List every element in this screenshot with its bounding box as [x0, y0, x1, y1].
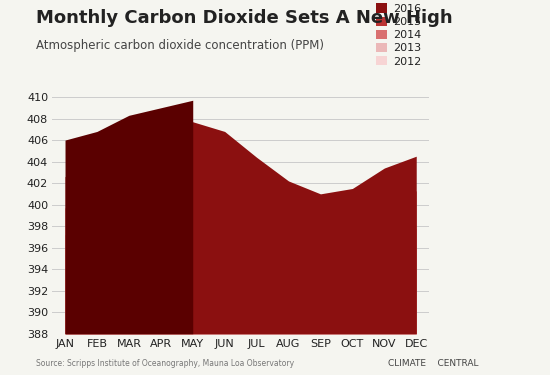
Legend: 2017, 2016, 2015, 2014, 2013, 2012: 2017, 2016, 2015, 2014, 2013, 2012	[374, 0, 424, 69]
Text: Monthly Carbon Dioxide Sets A New High: Monthly Carbon Dioxide Sets A New High	[36, 9, 452, 27]
Text: Source: Scripps Institute of Oceanography, Mauna Loa Observatory: Source: Scripps Institute of Oceanograph…	[36, 359, 294, 368]
Text: CLIMATE    CENTRAL: CLIMATE CENTRAL	[388, 359, 478, 368]
Text: Atmospheric carbon dioxide concentration (PPM): Atmospheric carbon dioxide concentration…	[36, 39, 324, 53]
